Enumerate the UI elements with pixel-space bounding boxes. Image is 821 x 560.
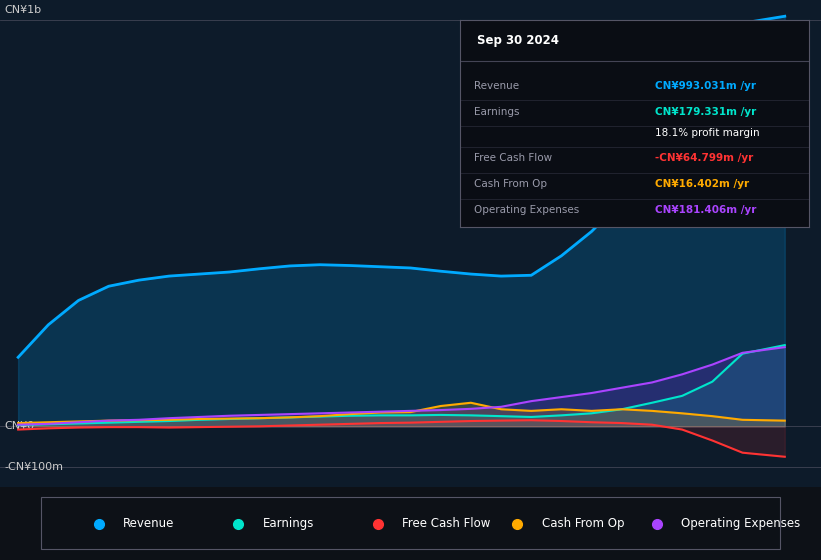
Text: Operating Expenses: Operating Expenses (474, 205, 579, 215)
Text: -CN¥64.799m /yr: -CN¥64.799m /yr (655, 153, 754, 164)
Text: Cash From Op: Cash From Op (474, 179, 547, 189)
Text: Free Cash Flow: Free Cash Flow (474, 153, 552, 164)
FancyBboxPatch shape (41, 497, 780, 549)
Text: CN¥1b: CN¥1b (4, 6, 41, 16)
Text: Cash From Op: Cash From Op (542, 517, 624, 530)
Text: Earnings: Earnings (474, 107, 519, 117)
Text: CN¥993.031m /yr: CN¥993.031m /yr (655, 81, 756, 91)
Text: 18.1% profit margin: 18.1% profit margin (655, 128, 759, 138)
Text: CN¥181.406m /yr: CN¥181.406m /yr (655, 205, 756, 215)
Text: Revenue: Revenue (474, 81, 519, 91)
Text: Earnings: Earnings (263, 517, 314, 530)
Text: Sep 30 2024: Sep 30 2024 (477, 34, 559, 47)
Text: CN¥16.402m /yr: CN¥16.402m /yr (655, 179, 750, 189)
Text: Free Cash Flow: Free Cash Flow (402, 517, 491, 530)
Text: Revenue: Revenue (123, 517, 175, 530)
Text: CN¥179.331m /yr: CN¥179.331m /yr (655, 107, 756, 117)
Text: -CN¥100m: -CN¥100m (4, 462, 63, 472)
Text: CN¥0: CN¥0 (4, 421, 34, 431)
Text: Operating Expenses: Operating Expenses (681, 517, 800, 530)
